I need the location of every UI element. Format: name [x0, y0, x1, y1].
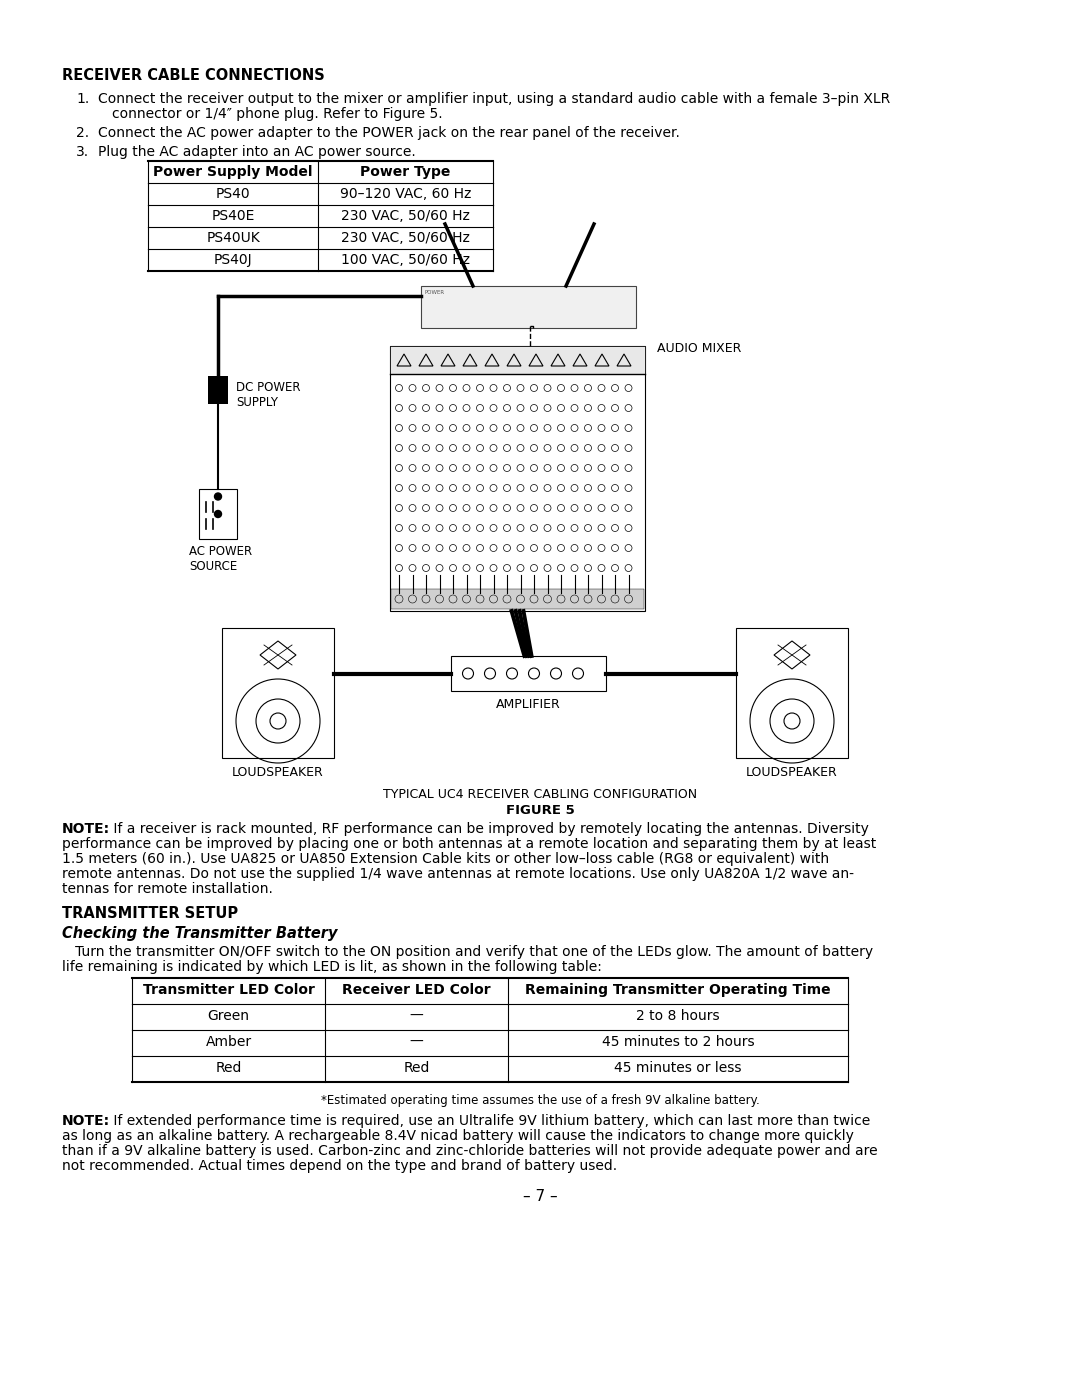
Bar: [450, 657, 606, 692]
Text: 1.: 1.: [76, 92, 90, 106]
Text: RECEIVER CABLE CONNECTIONS: RECEIVER CABLE CONNECTIONS: [62, 68, 325, 82]
Text: Connect the AC power adapter to the POWER jack on the rear panel of the receiver: Connect the AC power adapter to the POWE…: [98, 126, 680, 140]
Text: – 7 –: – 7 –: [523, 1189, 557, 1204]
Text: 2 to 8 hours: 2 to 8 hours: [636, 1009, 719, 1023]
Text: as long as an alkaline battery. A rechargeable 8.4V nicad battery will cause the: as long as an alkaline battery. A rechar…: [62, 1129, 854, 1143]
Text: If a receiver is rack mounted, RF performance can be improved by remotely locati: If a receiver is rack mounted, RF perfor…: [109, 821, 869, 835]
Text: Plug the AC adapter into an AC power source.: Plug the AC adapter into an AC power sou…: [98, 145, 416, 159]
Text: LOUDSPEAKER: LOUDSPEAKER: [746, 766, 838, 780]
Bar: [735, 629, 848, 759]
Text: FIGURE 5: FIGURE 5: [505, 805, 575, 817]
Text: life remaining is indicated by which LED is lit, as shown in the following table: life remaining is indicated by which LED…: [62, 960, 602, 974]
Text: —: —: [409, 1009, 423, 1023]
Text: 230 VAC, 50/60 Hz: 230 VAC, 50/60 Hz: [341, 231, 470, 244]
Text: AC POWER
SOURCE: AC POWER SOURCE: [189, 545, 252, 573]
Text: PS40E: PS40E: [212, 210, 255, 224]
Text: *Estimated operating time assumes the use of a fresh 9V alkaline battery.: *Estimated operating time assumes the us…: [321, 1094, 759, 1106]
Text: not recommended. Actual times depend on the type and brand of battery used.: not recommended. Actual times depend on …: [62, 1160, 617, 1173]
Text: than if a 9V alkaline battery is used. Carbon-zinc and zinc-chloride batteries w: than if a 9V alkaline battery is used. C…: [62, 1144, 878, 1158]
Text: Power Supply Model: Power Supply Model: [153, 165, 313, 179]
Bar: [199, 489, 237, 539]
Circle shape: [215, 493, 221, 500]
Circle shape: [215, 510, 221, 517]
Text: Connect the receiver output to the mixer or amplifier input, using a standard au: Connect the receiver output to the mixer…: [98, 92, 890, 106]
Text: AMPLIFIER: AMPLIFIER: [496, 698, 561, 711]
Text: 230 VAC, 50/60 Hz: 230 VAC, 50/60 Hz: [341, 210, 470, 224]
Text: Receiver LED Color: Receiver LED Color: [342, 983, 490, 997]
Text: Turn the transmitter ON/OFF switch to the ON position and verify that one of the: Turn the transmitter ON/OFF switch to th…: [62, 944, 873, 958]
Text: NOTE:: NOTE:: [62, 821, 110, 835]
Text: Checking the Transmitter Battery: Checking the Transmitter Battery: [62, 926, 337, 942]
Text: 90–120 VAC, 60 Hz: 90–120 VAC, 60 Hz: [340, 187, 471, 201]
Text: —: —: [409, 1035, 423, 1049]
Bar: [208, 376, 228, 404]
Text: 3.: 3.: [76, 145, 90, 159]
Text: PS40UK: PS40UK: [206, 231, 260, 244]
Text: connector or 1/4″ phone plug. Refer to Figure 5.: connector or 1/4″ phone plug. Refer to F…: [112, 108, 443, 122]
Text: 100 VAC, 50/60 Hz: 100 VAC, 50/60 Hz: [341, 253, 470, 267]
Text: remote antennas. Do not use the supplied 1/4 wave antennas at remote locations. : remote antennas. Do not use the supplied…: [62, 868, 854, 882]
Text: LOUDSPEAKER: LOUDSPEAKER: [232, 766, 324, 780]
Text: tennas for remote installation.: tennas for remote installation.: [62, 882, 273, 895]
Text: Red: Red: [215, 1060, 242, 1076]
Bar: [420, 286, 635, 328]
Text: TRANSMITTER SETUP: TRANSMITTER SETUP: [62, 907, 238, 921]
Text: 2.: 2.: [76, 126, 90, 140]
Text: Power Type: Power Type: [361, 165, 450, 179]
Text: PS40J: PS40J: [214, 253, 253, 267]
Text: Green: Green: [207, 1009, 249, 1023]
Text: 1.5 meters (60 in.). Use UA825 or UA850 Extension Cable kits or other low–loss c: 1.5 meters (60 in.). Use UA825 or UA850 …: [62, 852, 829, 866]
Bar: [390, 346, 645, 610]
Text: NOTE:: NOTE:: [62, 1113, 110, 1127]
Text: Amber: Amber: [205, 1035, 252, 1049]
Text: Transmitter LED Color: Transmitter LED Color: [143, 983, 314, 997]
Text: PS40: PS40: [216, 187, 251, 201]
Text: 45 minutes to 2 hours: 45 minutes to 2 hours: [602, 1035, 754, 1049]
Text: Remaining Transmitter Operating Time: Remaining Transmitter Operating Time: [525, 983, 831, 997]
Text: POWER: POWER: [424, 291, 445, 295]
Text: Red: Red: [403, 1060, 430, 1076]
Text: TYPICAL UC4 RECEIVER CABLING CONFIGURATION: TYPICAL UC4 RECEIVER CABLING CONFIGURATI…: [383, 788, 697, 800]
Text: performance can be improved by placing one or both antennas at a remote location: performance can be improved by placing o…: [62, 837, 876, 851]
Bar: [390, 346, 645, 374]
Text: DC POWER
SUPPLY: DC POWER SUPPLY: [237, 381, 300, 409]
Bar: [391, 590, 644, 609]
Text: If extended performance time is required, use an Ultralife 9V lithium battery, w: If extended performance time is required…: [109, 1113, 870, 1127]
Text: 45 minutes or less: 45 minutes or less: [615, 1060, 742, 1076]
Text: AUDIO MIXER: AUDIO MIXER: [657, 342, 741, 355]
Bar: [222, 629, 334, 759]
